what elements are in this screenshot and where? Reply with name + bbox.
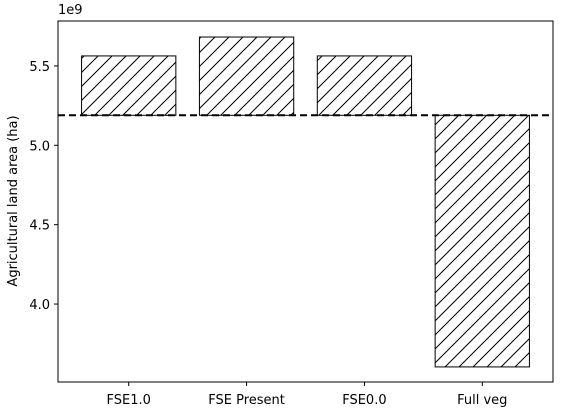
- x-tick-label: FSE1.0: [107, 393, 151, 408]
- bar-hatch: [81, 55, 176, 116]
- y-tick-label: 5.0: [29, 139, 50, 154]
- y-tick-label: 4.0: [29, 298, 50, 313]
- x-tick-label: Full veg: [457, 393, 507, 408]
- x-tick-label: FSE Present: [208, 393, 285, 408]
- y-offset-label: 1e9: [58, 3, 83, 18]
- bar-hatch: [199, 37, 294, 116]
- x-tick-label: FSE0.0: [342, 393, 386, 408]
- y-tick-label: 5.5: [29, 60, 50, 75]
- axes-frame: [57, 20, 554, 383]
- bar-hatch: [435, 115, 530, 367]
- bar-edge: [316, 55, 413, 116]
- y-tick-label: 4.5: [29, 219, 50, 234]
- plot-area: [58, 36, 553, 368]
- bar: [81, 55, 177, 116]
- bar: [434, 114, 530, 368]
- y-axis-label: Agricultural land area (ha): [6, 115, 21, 286]
- bar-hatch: [317, 55, 412, 116]
- bar: [316, 55, 413, 116]
- bar: [198, 36, 295, 116]
